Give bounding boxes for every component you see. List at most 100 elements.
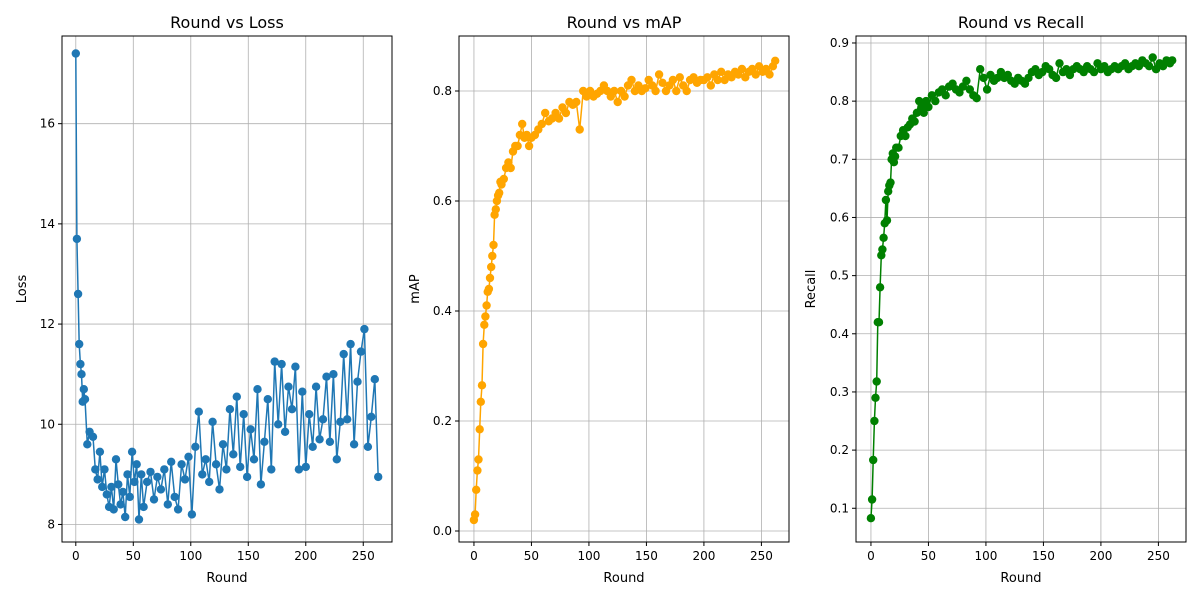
loss-data-point	[322, 372, 331, 381]
map-y-tick-label: 0.0	[433, 524, 452, 538]
recall-data-point	[878, 245, 887, 254]
map-data-point	[537, 119, 546, 129]
map-x-tick-label: 200	[692, 549, 715, 563]
map-data-point	[480, 320, 489, 329]
recall-x-tick-label: 150	[1032, 549, 1055, 563]
map-data-point	[481, 312, 490, 321]
map-data-point	[651, 86, 660, 96]
chart-recall: 0 50 100 150 200 250 0.1 0.2 0.3 0.4 0.5 0.6 0.7 0.8…	[804, 13, 1187, 586]
map-data-point	[470, 510, 480, 519]
loss-data-point	[76, 359, 85, 369]
map-data-point	[682, 86, 691, 96]
loss-data-layer	[71, 49, 383, 524]
loss-data-point	[184, 452, 193, 461]
recall-data-layer	[866, 53, 1177, 523]
loss-data-point	[356, 347, 366, 356]
map-data-point	[620, 92, 629, 101]
loss-data-point	[242, 472, 252, 482]
recall-x-tick-label: 100	[974, 549, 997, 563]
map-x-ticks: 0 50 100 150 200 250	[470, 542, 773, 563]
loss-x-tick-label: 50	[126, 549, 141, 563]
loss-data-point	[236, 462, 245, 472]
recall-x-tick-label: 200	[1089, 549, 1112, 563]
loss-data-point	[291, 362, 300, 371]
loss-data-point	[170, 492, 179, 502]
map-data-point	[713, 75, 722, 85]
map-y-ticks: 0.0 0.2 0.4 0.6 0.8	[433, 84, 459, 538]
map-y-tick-label: 0.2	[433, 414, 452, 428]
recall-x-tick-label: 250	[1147, 549, 1170, 563]
map-plot-frame	[458, 35, 790, 543]
recall-y-tick-label: 0.4	[830, 327, 849, 341]
map-data-point	[476, 397, 485, 406]
loss-data-point	[121, 512, 130, 522]
loss-data-point	[91, 465, 100, 474]
map-data-point	[572, 97, 581, 107]
loss-data-point	[95, 447, 105, 456]
recall-data-point	[982, 85, 992, 94]
loss-data-point	[336, 417, 345, 426]
map-data-point	[518, 119, 527, 129]
loss-data-point	[201, 455, 210, 464]
loss-data-point	[280, 427, 290, 436]
loss-data-point	[229, 450, 238, 459]
loss-data-point	[137, 470, 146, 479]
loss-data-point	[88, 432, 98, 441]
map-x-tick-label: 50	[524, 549, 539, 563]
loss-data-point	[77, 370, 86, 379]
map-y-axis-label: mAP	[408, 274, 423, 304]
loss-x-tick-label: 100	[179, 549, 202, 563]
loss-data-point	[102, 490, 112, 499]
recall-x-tick-label: 50	[921, 549, 936, 563]
map-y-tick-label: 0.6	[433, 194, 452, 208]
loss-data-point	[153, 472, 162, 482]
recall-data-point	[870, 416, 879, 426]
map-data-point	[513, 141, 522, 151]
loss-data-point	[72, 234, 82, 244]
loss-data-point	[79, 385, 89, 394]
loss-data-point	[329, 370, 338, 379]
recall-data-point	[912, 108, 922, 118]
loss-y-tick-label: 8	[47, 517, 55, 531]
loss-y-axis-label: Loss	[15, 275, 30, 304]
loss-grid	[62, 36, 392, 542]
loss-data-point	[267, 465, 276, 474]
map-data-point	[627, 75, 636, 85]
recall-chart-title: Round vs Recall	[958, 13, 1084, 32]
loss-data-point	[308, 442, 317, 451]
loss-data-point	[194, 407, 203, 416]
map-y-tick-label: 0.4	[433, 304, 452, 318]
loss-data-point	[339, 349, 348, 359]
map-data-point	[706, 81, 715, 90]
map-data-point	[524, 141, 534, 151]
loss-data-point	[274, 420, 283, 429]
loss-x-tick-label: 250	[352, 549, 375, 563]
loss-data-point	[149, 495, 159, 504]
map-x-tick-label: 0	[470, 549, 478, 563]
recall-data-point	[869, 455, 878, 465]
loss-data-point	[222, 465, 231, 474]
loss-data-point	[83, 440, 92, 449]
loss-data-point	[100, 465, 109, 474]
loss-data-point	[218, 440, 228, 449]
loss-data-point	[187, 510, 197, 519]
loss-data-point	[80, 395, 90, 404]
loss-data-point	[260, 437, 269, 446]
map-data-point	[482, 301, 491, 310]
recall-data-point	[881, 195, 891, 205]
recall-y-tick-label: 0.7	[830, 152, 849, 166]
loss-data-point	[98, 482, 107, 492]
loss-data-point	[191, 442, 200, 451]
loss-data-point	[215, 485, 224, 494]
loss-data-point	[298, 387, 307, 396]
map-data-point	[484, 284, 494, 294]
loss-y-ticks: 8 10 12 14 16	[40, 117, 62, 531]
loss-x-axis-label: Round	[206, 571, 247, 586]
map-data-point	[485, 273, 495, 283]
map-data-point	[472, 485, 481, 494]
loss-data-point	[139, 502, 148, 512]
map-data-point	[575, 125, 584, 134]
loss-data-point	[246, 425, 255, 434]
loss-data-point	[256, 480, 266, 489]
